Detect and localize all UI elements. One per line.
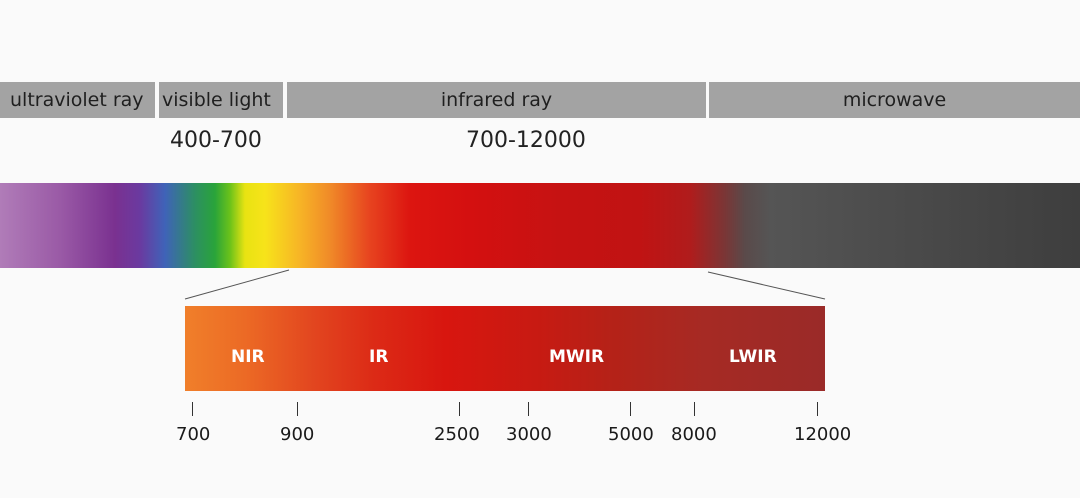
- scale-tick-label: 8000: [671, 424, 717, 445]
- scale-tick: [297, 402, 298, 416]
- band-visible-light: visible light: [159, 82, 283, 118]
- scale-tick-label: 3000: [506, 424, 552, 445]
- scale-tick-label: 12000: [794, 424, 852, 445]
- scale-tick-label: 900: [280, 424, 315, 445]
- infrared-range-label: 700-12000: [466, 128, 586, 153]
- scale-tick: [694, 402, 695, 416]
- scale-tick: [630, 402, 631, 416]
- scale-tick: [817, 402, 818, 416]
- scale-tick: [192, 402, 193, 416]
- subband-lwir-label: LWIR: [729, 347, 777, 367]
- zoom-line-left: [184, 269, 290, 300]
- spectrum-bar: [0, 183, 1080, 268]
- subband-ir-label: IR: [369, 347, 389, 367]
- scale-tick: [528, 402, 529, 416]
- scale-tick-label: 5000: [608, 424, 654, 445]
- subband-nir-label: NIR: [231, 347, 265, 367]
- scale-tick: [459, 402, 460, 416]
- infrared-detail-bar: [185, 306, 825, 391]
- band-ultraviolet: ultraviolet ray: [0, 82, 155, 118]
- scale-tick-label: 700: [176, 424, 211, 445]
- subband-mwir-label: MWIR: [549, 347, 605, 367]
- band-infrared: infrared ray: [287, 82, 706, 118]
- zoom-line-right: [707, 271, 826, 300]
- scale-tick-label: 2500: [434, 424, 480, 445]
- visible-range-label: 400-700: [170, 128, 262, 153]
- band-microwave: microwave: [709, 82, 1080, 118]
